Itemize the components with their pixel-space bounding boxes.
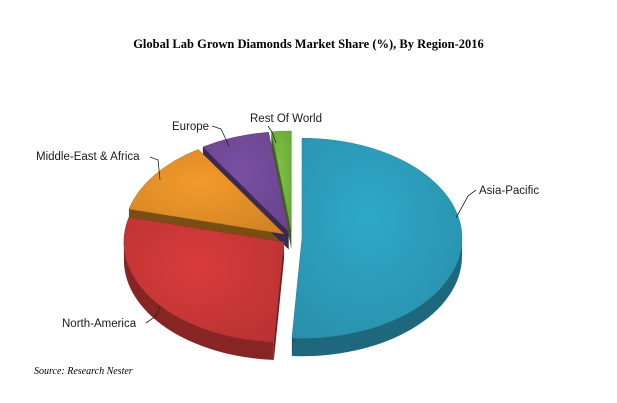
slice-label-middle-east-africa: Middle-East & Africa — [36, 151, 140, 163]
slice-label-north-america: North-America — [62, 318, 137, 330]
slice-labels: Asia-Pacific North-America Middle-East & A… — [36, 113, 539, 330]
leader-line-asia-pacific — [455, 189, 477, 219]
slice-label-asia-pacific: Asia-Pacific — [479, 185, 539, 197]
slice-label-europe: Europe — [172, 121, 209, 133]
slice-middle-east-africa — [128, 149, 285, 235]
slice-north-america — [123, 216, 285, 343]
pie-top-layer — [123, 130, 463, 343]
slice-europe — [202, 131, 290, 233]
leader-line-rest-of-world — [267, 125, 277, 144]
chart-title: Global Lab Grown Diamonds Market Share (… — [133, 37, 484, 51]
leader-lines — [145, 125, 477, 324]
leader-line-europe — [211, 125, 230, 147]
slice-side-asia-pacific — [291, 238, 462, 357]
slice-edge-north-america — [273, 242, 284, 360]
leader-line-north-america — [145, 305, 161, 324]
slice-asia-pacific — [291, 137, 463, 339]
slice-side-north-america — [123, 242, 274, 360]
slice-rest-of-world — [271, 130, 292, 232]
source-note: Source: Research Nester — [34, 366, 133, 377]
leader-line-middle-east-africa — [149, 156, 161, 181]
slice-label-rest-of-world: Rest Of World — [250, 113, 322, 125]
